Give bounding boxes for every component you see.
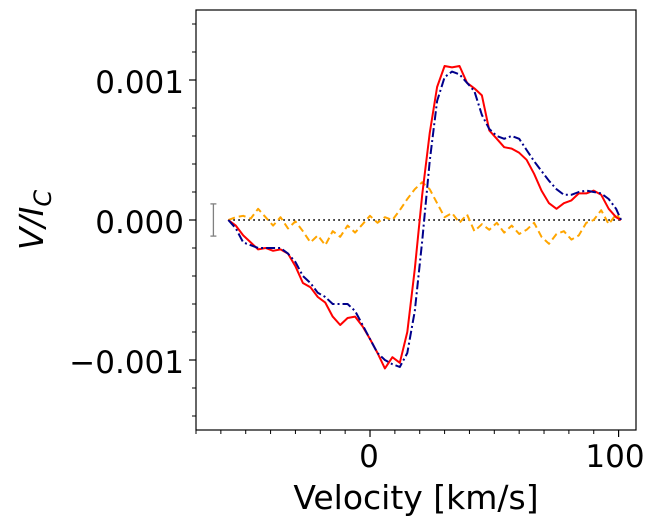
errorbar-layer — [210, 203, 217, 237]
error-bar — [210, 203, 217, 237]
minor-ticks — [192, 23, 595, 434]
svg-text:V/IC: V/IC — [12, 190, 57, 250]
y-axis-title: V/IC — [12, 190, 57, 250]
y-tick-label-0: 0.001 — [95, 65, 184, 101]
series-line-model — [227, 70, 623, 368]
series-line-null — [227, 181, 622, 247]
y-axis-title-main: V/I — [12, 207, 51, 250]
y-tick-label-2: −0.001 — [69, 345, 184, 381]
series-layer — [227, 65, 623, 370]
plot-frame — [195, 9, 637, 431]
y-axis-title-subscript: C — [29, 190, 57, 207]
x-tick-label-0: 0 — [359, 439, 379, 475]
major-ticks — [189, 79, 620, 437]
x-tick-label-1: 100 — [585, 439, 644, 475]
y-tick-label-1: 0.000 — [95, 205, 184, 241]
series-line-observed — [227, 65, 622, 370]
x-axis-title: Velocity [km/s] — [293, 478, 538, 517]
